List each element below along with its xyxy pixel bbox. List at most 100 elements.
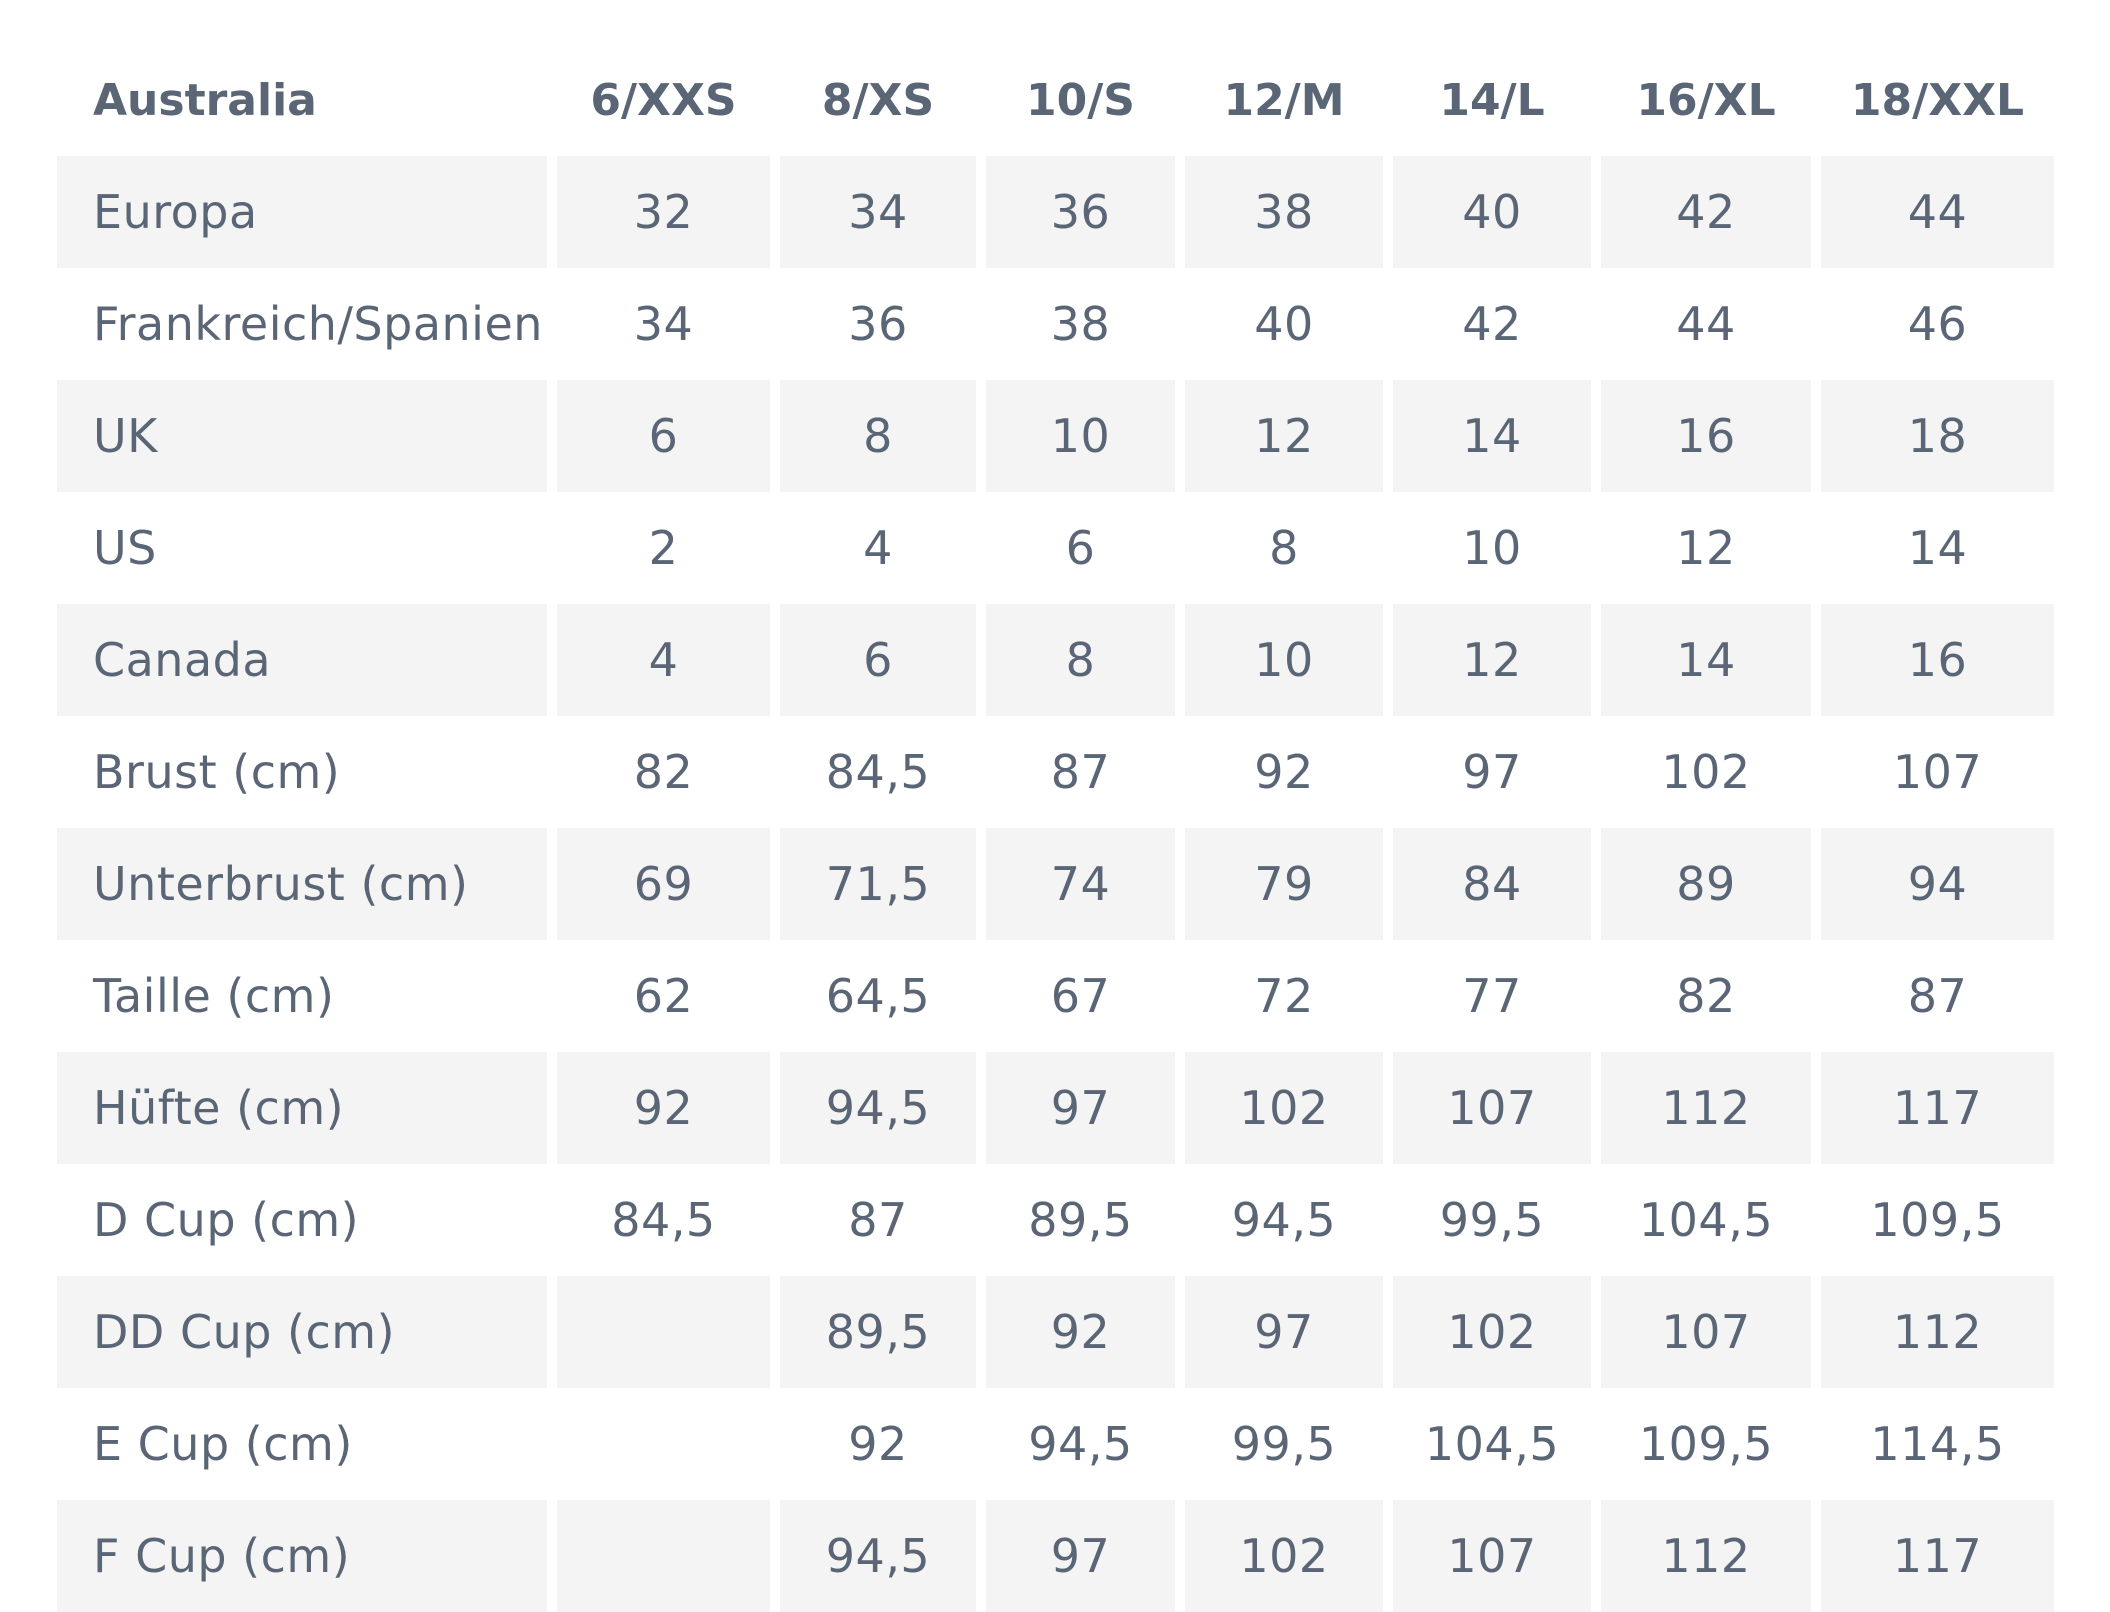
table-row: E Cup (cm) 92 94,5 99,5 104,5 109,5 114,5 <box>57 1388 2054 1500</box>
table-cell: 97 <box>1393 716 1591 828</box>
table-cell: 92 <box>1185 716 1383 828</box>
header-size: 8/XS <box>821 74 935 126</box>
table-cell: 87 <box>986 716 1175 828</box>
header-size: 6/XXS <box>590 74 737 126</box>
header-row: Australia 6/XXS 8/XS 10/S 12/M 14/L 16/X… <box>57 50 2054 156</box>
table-cell: 102 <box>1185 1052 1383 1164</box>
table-cell: 97 <box>986 1500 1175 1612</box>
table-cell: 107 <box>1393 1500 1591 1612</box>
table-cell: 38 <box>986 268 1175 380</box>
table-cell: 38 <box>1185 156 1383 268</box>
table-cell: 12 <box>1601 492 1811 604</box>
table-cell: 10 <box>986 380 1175 492</box>
table-row: Hüfte (cm) 92 94,5 97 102 107 112 117 <box>57 1052 2054 1164</box>
header-size: 10/S <box>1026 74 1135 126</box>
table-cell: 10 <box>1185 604 1383 716</box>
table-cell: 6 <box>557 380 770 492</box>
table-cell: 40 <box>1393 156 1591 268</box>
table-cell: 12 <box>1185 380 1383 492</box>
row-label: Europa <box>57 156 547 268</box>
table-cell: 117 <box>1821 1052 2054 1164</box>
table-cell: 112 <box>1601 1500 1811 1612</box>
table-cell: 107 <box>1393 1052 1591 1164</box>
table-header: Australia 6/XXS 8/XS 10/S 12/M 14/L 16/X… <box>57 50 2054 156</box>
table-cell: 97 <box>986 1052 1175 1164</box>
table-cell: 109,5 <box>1821 1164 2054 1276</box>
header-size: 14/L <box>1439 74 1545 126</box>
table-cell: 44 <box>1821 156 2054 268</box>
table-cell: 89,5 <box>986 1164 1175 1276</box>
table-cell: 6 <box>780 604 976 716</box>
table-cell: 44 <box>1601 268 1811 380</box>
table-cell: 94,5 <box>986 1388 1175 1500</box>
table-cell: 114,5 <box>1821 1388 2054 1500</box>
table-cell: 71,5 <box>780 828 976 940</box>
table-cell: 84,5 <box>557 1164 770 1276</box>
table-cell: 102 <box>1601 716 1811 828</box>
table-body: Europa 32 34 36 38 40 42 44 Frankreich/Spanien 34… <box>57 156 2054 1612</box>
table-row: Unterbrust (cm) 69 71,5 74 79 84 89 94 <box>57 828 2054 940</box>
table-cell: 84 <box>1393 828 1591 940</box>
table-cell: 84,5 <box>780 716 976 828</box>
table-cell: 16 <box>1601 380 1811 492</box>
row-label: E Cup (cm) <box>57 1388 547 1500</box>
header-size: 18/XXL <box>1850 74 2025 126</box>
row-label: DD Cup (cm) <box>57 1276 547 1388</box>
table-cell: 36 <box>986 156 1175 268</box>
table-cell: 14 <box>1821 492 2054 604</box>
table-row: Brust (cm) 82 84,5 87 92 97 102 107 <box>57 716 2054 828</box>
row-label: US <box>57 492 547 604</box>
table-cell: 40 <box>1185 268 1383 380</box>
table-cell: 82 <box>1601 940 1811 1052</box>
table-cell: 92 <box>780 1388 976 1500</box>
row-label: Brust (cm) <box>57 716 547 828</box>
table-cell: 74 <box>986 828 1175 940</box>
table-row: DD Cup (cm) 89,5 92 97 102 107 112 <box>57 1276 2054 1388</box>
table-cell: 34 <box>780 156 976 268</box>
table-cell: 72 <box>1185 940 1383 1052</box>
row-label: Unterbrust (cm) <box>57 828 547 940</box>
table-cell: 104,5 <box>1601 1164 1811 1276</box>
table-cell: 10 <box>1393 492 1591 604</box>
table-cell: 107 <box>1821 716 2054 828</box>
table-cell: 69 <box>557 828 770 940</box>
table-cell: 107 <box>1601 1276 1811 1388</box>
table-cell: 99,5 <box>1393 1164 1591 1276</box>
table-cell: 42 <box>1601 156 1811 268</box>
table-cell: 16 <box>1821 604 2054 716</box>
table-cell: 8 <box>780 380 976 492</box>
header-label-australia: Australia <box>93 74 317 126</box>
table-cell: 18 <box>1821 380 2054 492</box>
table-cell: 62 <box>557 940 770 1052</box>
table-cell: 87 <box>780 1164 976 1276</box>
row-label: Canada <box>57 604 547 716</box>
table-cell: 97 <box>1185 1276 1383 1388</box>
table-cell: 94,5 <box>780 1500 976 1612</box>
table-row: Europa 32 34 36 38 40 42 44 <box>57 156 2054 268</box>
table-row: US 2 4 6 8 10 12 14 <box>57 492 2054 604</box>
table-cell: 104,5 <box>1393 1388 1591 1500</box>
row-label: Hüfte (cm) <box>57 1052 547 1164</box>
table-cell: 8 <box>986 604 1175 716</box>
table-cell <box>557 1276 770 1388</box>
table-cell: 32 <box>557 156 770 268</box>
row-label: UK <box>57 380 547 492</box>
table-row: Canada 4 6 8 10 12 14 16 <box>57 604 2054 716</box>
table-cell: 92 <box>557 1052 770 1164</box>
table-cell: 2 <box>557 492 770 604</box>
table-cell: 12 <box>1393 604 1591 716</box>
table-cell: 94 <box>1821 828 2054 940</box>
table-row: Taille (cm) 62 64,5 67 72 77 82 87 <box>57 940 2054 1052</box>
table-cell: 117 <box>1821 1500 2054 1612</box>
row-label: Frankreich/Spanien <box>57 268 547 380</box>
table-row: Frankreich/Spanien 34 36 38 40 42 44 46 <box>57 268 2054 380</box>
table-cell: 89,5 <box>780 1276 976 1388</box>
table-cell: 8 <box>1185 492 1383 604</box>
table-cell: 92 <box>986 1276 1175 1388</box>
table-cell: 14 <box>1601 604 1811 716</box>
table-cell: 102 <box>1185 1500 1383 1612</box>
table-cell: 4 <box>780 492 976 604</box>
table-cell: 89 <box>1601 828 1811 940</box>
table-row: F Cup (cm) 94,5 97 102 107 112 117 <box>57 1500 2054 1612</box>
table-row: UK 6 8 10 12 14 16 18 <box>57 380 2054 492</box>
